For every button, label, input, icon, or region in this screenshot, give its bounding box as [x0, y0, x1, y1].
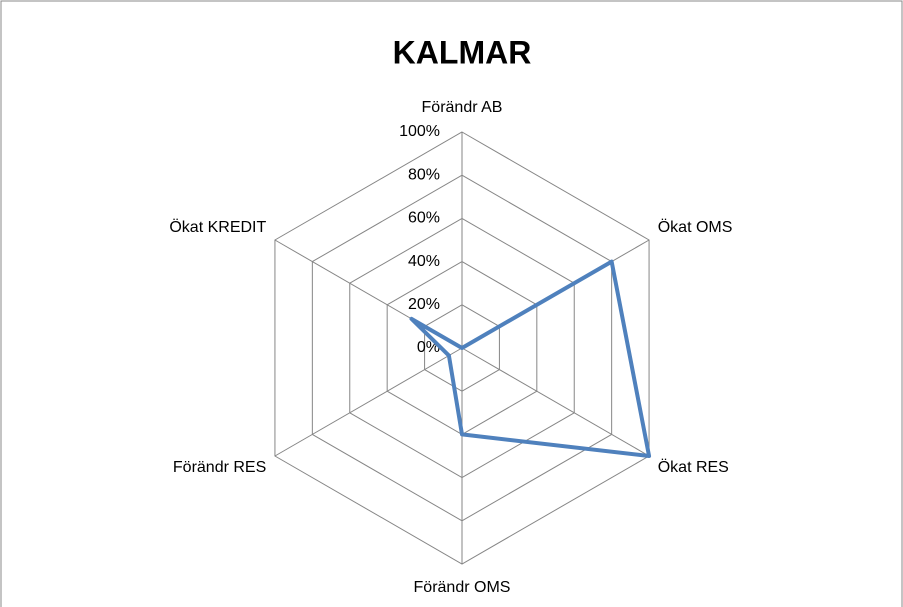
y-tick-label: 20%: [408, 296, 440, 313]
category-label: Ökat OMS: [658, 218, 733, 236]
spoke: [274, 347, 463, 457]
category-label: Ökat RES: [658, 458, 729, 476]
series-line: [409, 259, 652, 458]
spoke: [461, 347, 650, 457]
y-tick-label: 80%: [408, 166, 440, 183]
y-tick-label: 100%: [399, 123, 440, 140]
y-tick-label: 60%: [408, 210, 440, 227]
category-label: Förändr OMS: [414, 579, 511, 596]
category-label: Förändr AB: [422, 99, 503, 116]
chart-title: KALMAR: [393, 34, 532, 70]
y-tick-label: 40%: [408, 253, 440, 270]
category-label: Ökat KREDIT: [169, 218, 266, 236]
category-label: Förändr RES: [173, 459, 266, 476]
